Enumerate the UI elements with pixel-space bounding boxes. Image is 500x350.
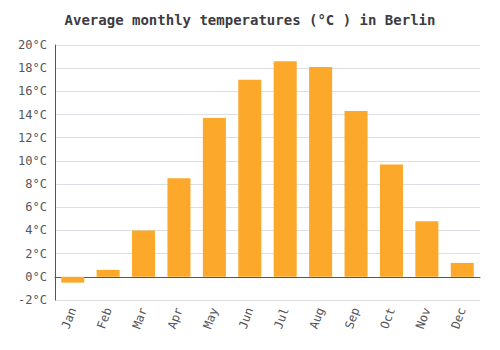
- svg-text:Nov: Nov: [413, 306, 434, 331]
- svg-text:4°C: 4°C: [25, 223, 47, 237]
- svg-text:Average monthly temperatures (: Average monthly temperatures (°C ) in Be…: [65, 12, 436, 28]
- svg-text:Aug: Aug: [307, 306, 328, 331]
- svg-text:6°C: 6°C: [25, 200, 47, 214]
- svg-text:0°C: 0°C: [25, 270, 47, 284]
- svg-text:Feb: Feb: [94, 306, 115, 331]
- svg-text:8°C: 8°C: [25, 177, 47, 191]
- svg-text:Oct: Oct: [377, 306, 398, 331]
- svg-text:Sep: Sep: [342, 306, 363, 331]
- svg-text:16°C: 16°C: [18, 84, 47, 98]
- svg-text:10°C: 10°C: [18, 154, 47, 168]
- svg-text:12°C: 12°C: [18, 131, 47, 145]
- svg-text:May: May: [200, 306, 221, 331]
- svg-text:20°C: 20°C: [18, 38, 47, 52]
- svg-text:Jan: Jan: [59, 306, 80, 331]
- svg-text:Jul: Jul: [271, 306, 292, 331]
- svg-text:14°C: 14°C: [18, 108, 47, 122]
- svg-text:Jun: Jun: [236, 306, 257, 331]
- svg-text:Apr: Apr: [165, 306, 186, 331]
- svg-text:18°C: 18°C: [18, 61, 47, 75]
- svg-text:2°C: 2°C: [25, 247, 47, 261]
- svg-text:Mar: Mar: [130, 306, 151, 331]
- svg-text:Dec: Dec: [448, 306, 469, 331]
- svg-text:-2°C: -2°C: [18, 293, 47, 307]
